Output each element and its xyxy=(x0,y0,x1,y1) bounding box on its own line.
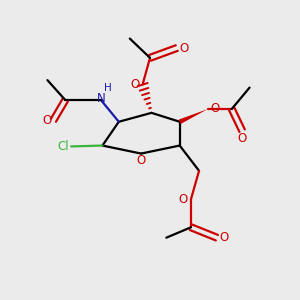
Text: O: O xyxy=(43,114,52,127)
Text: O: O xyxy=(136,154,146,167)
Text: N: N xyxy=(97,92,105,105)
Text: O: O xyxy=(220,231,229,244)
Text: O: O xyxy=(238,132,247,145)
Text: Cl: Cl xyxy=(57,140,69,153)
Polygon shape xyxy=(179,109,208,124)
Text: O: O xyxy=(130,78,140,91)
Text: O: O xyxy=(210,103,220,116)
Text: H: H xyxy=(103,83,111,93)
Text: O: O xyxy=(180,42,189,55)
Text: O: O xyxy=(179,193,188,206)
